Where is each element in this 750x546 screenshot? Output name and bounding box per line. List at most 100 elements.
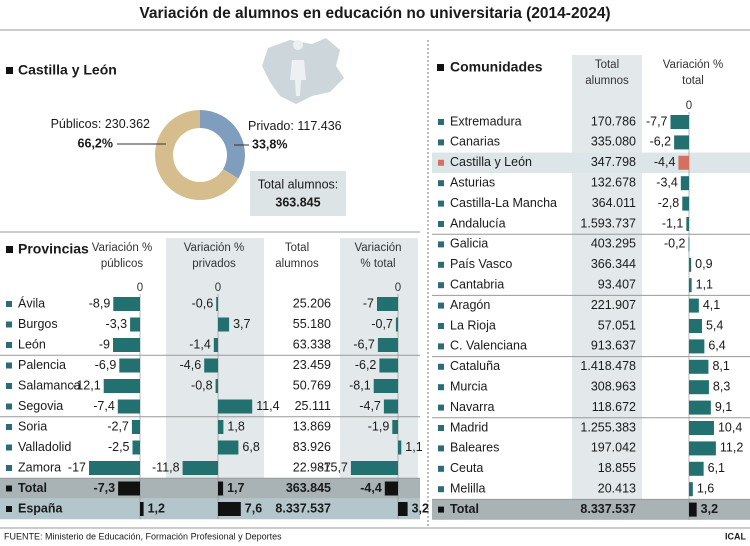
slice-category: Públicos: <box>51 117 102 131</box>
bar <box>670 115 689 129</box>
row-marker <box>6 424 12 430</box>
value-label: -12,1 <box>72 378 101 392</box>
bar <box>113 297 140 311</box>
row-name: Baleares <box>450 441 499 455</box>
value-label: -0,6 <box>192 296 214 310</box>
value-label: 4,1 <box>703 298 720 312</box>
bar <box>350 461 398 475</box>
total-students: 25.111 <box>295 399 331 413</box>
row-marker <box>438 282 444 289</box>
total-students: 1.255.383 <box>580 420 636 434</box>
bar <box>689 502 697 517</box>
row-marker <box>438 159 444 166</box>
bar <box>89 461 140 475</box>
total-students: 170.786 <box>591 114 636 128</box>
bar <box>118 481 140 496</box>
row-marker <box>6 362 12 369</box>
row-name: Murcia <box>450 379 488 393</box>
total-students: 308.963 <box>591 379 636 393</box>
bar <box>218 502 241 516</box>
total-students: 13.869 <box>293 419 331 433</box>
row-marker <box>6 321 12 328</box>
value-label: -4,4 <box>654 155 676 169</box>
total-students: 63.338 <box>293 337 331 351</box>
bar <box>377 297 398 311</box>
bar <box>689 257 692 272</box>
zero-tick-label: 0 <box>137 282 143 294</box>
row-name: Ceuta <box>450 461 483 475</box>
bar <box>130 317 140 332</box>
bar <box>218 440 239 455</box>
value-label: -11,8 <box>152 460 180 474</box>
map-figure <box>290 40 306 96</box>
value-label: -7,4 <box>93 399 115 413</box>
total-students: 363.845 <box>286 481 331 495</box>
row-marker <box>438 465 444 472</box>
row-marker <box>6 403 12 410</box>
row-marker <box>438 221 444 227</box>
bar <box>373 379 398 393</box>
column-header: alumnos <box>275 258 319 270</box>
column-header: total <box>682 75 704 87</box>
bar <box>218 420 224 434</box>
value-label: 6,8 <box>242 440 259 454</box>
total-students: 132.678 <box>591 175 636 189</box>
column-header: privados <box>192 258 236 270</box>
row-name: Total <box>18 481 47 495</box>
source: FUENTE: Ministerio de Educación, Formaci… <box>4 531 282 541</box>
row-name: Asturias <box>450 175 495 189</box>
bar <box>689 339 705 354</box>
row-name: Salamanca <box>18 378 81 392</box>
value-label: -6,2 <box>650 135 672 149</box>
value-label: 3,2 <box>701 502 718 516</box>
bar <box>398 502 408 516</box>
bar <box>103 379 140 393</box>
region-map <box>262 38 344 104</box>
total-students: 8.337.537 <box>580 502 636 516</box>
value-label: 5,4 <box>706 318 723 332</box>
value-label: -1,1 <box>662 216 684 230</box>
bar <box>131 420 140 434</box>
zero-tick-label: 0 <box>686 100 692 112</box>
value-label: -17 <box>68 460 86 474</box>
row-name: Segovia <box>18 399 63 413</box>
value-label: 1,7 <box>227 481 244 495</box>
bar <box>182 461 218 475</box>
column-header: Variación <box>354 242 401 254</box>
value-label: 8,3 <box>713 379 730 393</box>
bar <box>215 379 218 393</box>
value-label: -8,9 <box>89 296 111 310</box>
slice-value: 230.362 <box>105 117 150 131</box>
bar <box>689 461 704 476</box>
value-label: -3,3 <box>106 317 128 331</box>
row-marker <box>6 444 12 451</box>
value-label: -4,7 <box>359 399 381 413</box>
total-value: 363.845 <box>275 195 320 209</box>
row-name: Palencia <box>18 358 66 372</box>
bar <box>216 297 218 311</box>
column-header: Total <box>595 59 619 71</box>
value-label: 7,6 <box>245 501 262 515</box>
bar <box>680 176 689 191</box>
section-heading: Provincias <box>18 241 89 257</box>
row-marker <box>438 506 444 513</box>
bar <box>113 338 140 352</box>
row-name: Zamora <box>18 460 61 474</box>
total-students: 1.593.737 <box>580 216 636 230</box>
row-shade <box>432 499 750 520</box>
value-label: -2,7 <box>107 419 129 433</box>
row-marker <box>438 384 444 391</box>
bar <box>377 338 398 352</box>
heading-marker <box>437 64 444 71</box>
row-marker <box>438 343 444 350</box>
total-students: 335.080 <box>591 135 636 149</box>
column-header: Total <box>285 242 309 254</box>
zero-tick-label: 0 <box>215 282 221 294</box>
total-label: Total alumnos: <box>258 177 339 191</box>
row-name: Galicia <box>450 237 488 251</box>
bar <box>218 481 224 496</box>
bar <box>682 196 689 211</box>
row-marker <box>6 485 12 492</box>
value-label: 11,4 <box>256 399 279 413</box>
row-name: Navarra <box>450 400 495 414</box>
